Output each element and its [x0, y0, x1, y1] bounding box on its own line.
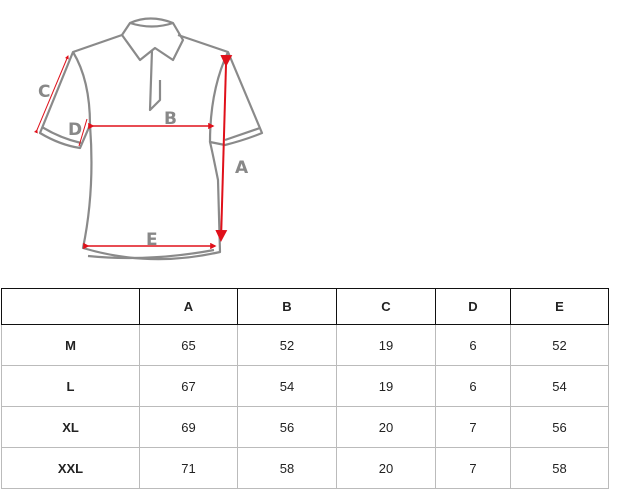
value-cell: 54 [237, 365, 337, 407]
value-cell: 65 [139, 324, 238, 366]
size-cell: XL [1, 406, 140, 448]
value-cell: 20 [336, 447, 436, 489]
label-c: C [38, 82, 50, 102]
value-cell: 56 [510, 406, 609, 448]
table-header-row: A B C D E [1, 288, 609, 325]
size-cell: M [1, 324, 140, 366]
table-row: L 67 54 19 6 54 [1, 365, 609, 407]
polo-shirt-diagram: A B C D E [33, 17, 264, 261]
arrow-c [33, 55, 69, 134]
value-cell: 6 [435, 365, 511, 407]
label-b: B [164, 109, 177, 129]
value-cell: 69 [139, 406, 238, 448]
value-cell: 58 [237, 447, 337, 489]
label-e: E [146, 230, 158, 250]
table-row: XXL 71 58 20 7 58 [1, 447, 609, 489]
value-cell: 20 [336, 406, 436, 448]
header-cell: C [336, 288, 436, 325]
value-cell: 52 [510, 324, 609, 366]
value-cell: 52 [237, 324, 337, 366]
value-cell: 19 [336, 324, 436, 366]
header-cell: D [435, 288, 511, 325]
value-cell: 67 [139, 365, 238, 407]
value-cell: 56 [237, 406, 337, 448]
size-cell: L [1, 365, 140, 407]
value-cell: 19 [336, 365, 436, 407]
label-d: D [68, 120, 82, 140]
value-cell: 7 [435, 406, 511, 448]
header-cell: E [510, 288, 609, 325]
table-row: XL 69 56 20 7 56 [1, 406, 609, 448]
value-cell: 71 [139, 447, 238, 489]
value-cell: 54 [510, 365, 609, 407]
header-cell [1, 288, 140, 325]
measure-arrows [33, 54, 233, 250]
size-cell: XXL [1, 447, 140, 489]
header-cell: A [139, 288, 238, 325]
value-cell: 6 [435, 324, 511, 366]
header-cell: B [237, 288, 337, 325]
label-a: A [235, 158, 249, 178]
arrow-a [215, 54, 233, 242]
size-chart-table: A B C D E M 65 52 19 6 52 L 67 54 19 6 54 XL 69 56 20 7 5… [1, 288, 609, 489]
value-cell: 58 [510, 447, 609, 489]
arrow-d [78, 118, 88, 147]
value-cell: 7 [435, 447, 511, 489]
table-row: M 65 52 19 6 52 [1, 324, 609, 366]
